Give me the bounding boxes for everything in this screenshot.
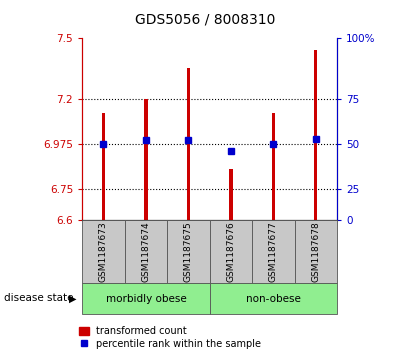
Text: ▶: ▶ [69,293,76,303]
Bar [210,220,252,283]
Bar [295,220,337,283]
Text: GSM1187676: GSM1187676 [226,221,236,282]
Bar [272,113,275,220]
Bar [82,283,210,314]
Text: GSM1187673: GSM1187673 [99,221,108,282]
Text: GDS5056 / 8008310: GDS5056 / 8008310 [135,13,276,27]
Bar [210,283,337,314]
Bar [125,220,167,283]
Bar [82,220,125,283]
Bar [314,50,317,220]
Bar [252,220,295,283]
Bar [187,68,190,220]
Bar [167,220,210,283]
Bar [144,99,148,220]
Bar [102,113,105,220]
Text: GSM1187675: GSM1187675 [184,221,193,282]
Text: GSM1187678: GSM1187678 [311,221,320,282]
Text: GSM1187677: GSM1187677 [269,221,278,282]
Legend: transformed count, percentile rank within the sample: transformed count, percentile rank withi… [79,326,261,349]
Text: morbidly obese: morbidly obese [106,294,186,303]
Text: non-obese: non-obese [246,294,301,303]
Text: GSM1187674: GSM1187674 [141,221,150,282]
Text: disease state: disease state [4,293,74,303]
Bar [229,169,233,220]
